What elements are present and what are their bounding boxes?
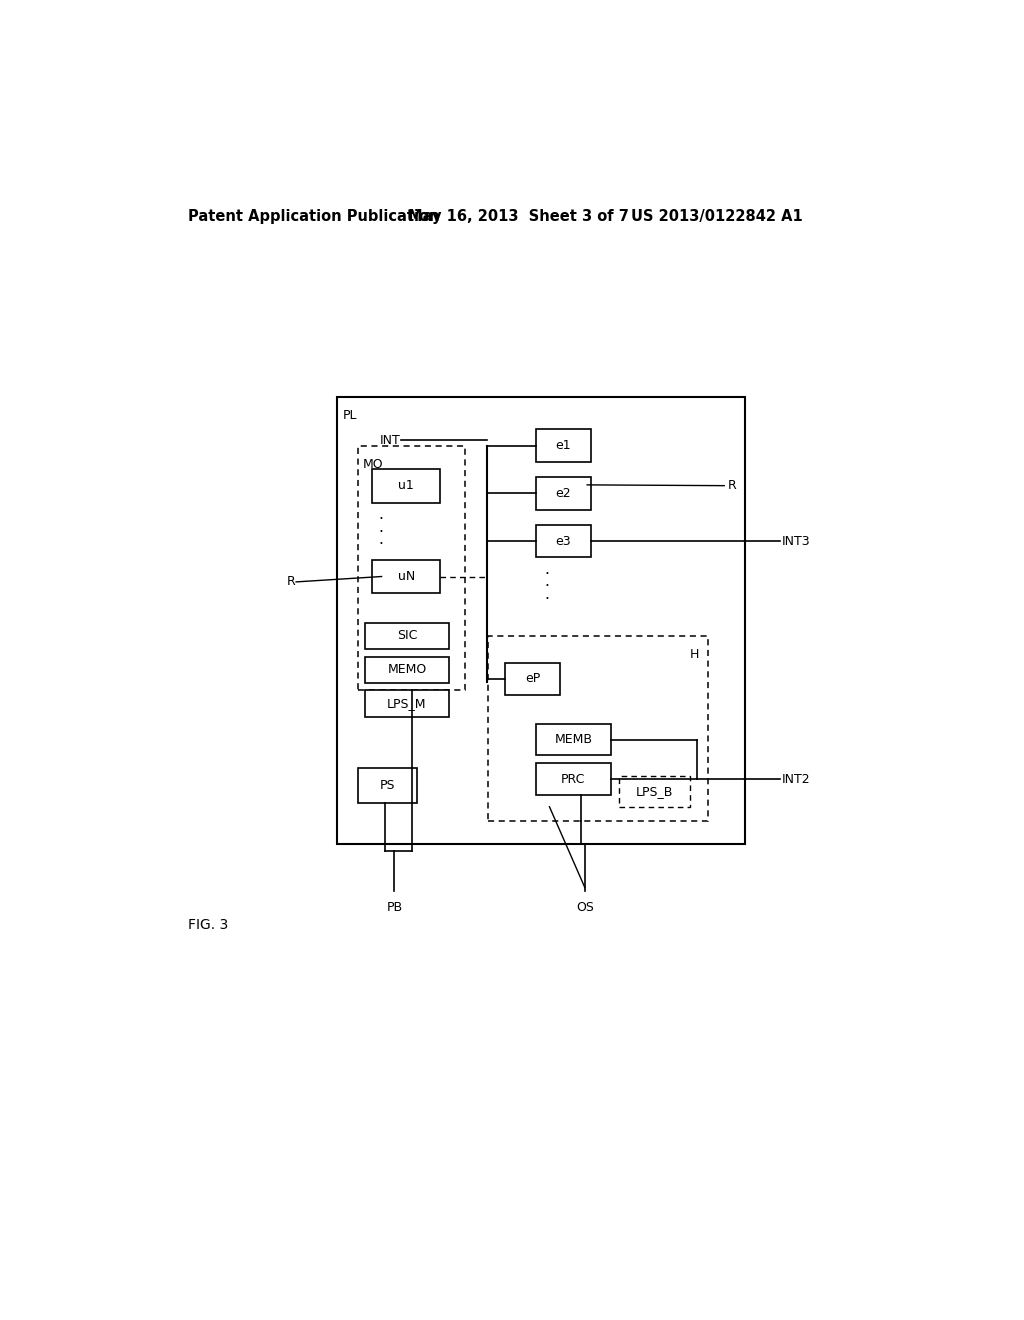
Text: .: . [545, 562, 550, 577]
Text: .: . [545, 574, 550, 590]
Text: MEMO: MEMO [387, 663, 427, 676]
Bar [536, 525, 591, 557]
Text: e2: e2 [555, 487, 571, 500]
Bar [618, 776, 689, 807]
Text: PB: PB [386, 900, 402, 913]
Text: May 16, 2013  Sheet 3 of 7: May 16, 2013 Sheet 3 of 7 [408, 209, 629, 223]
Text: MEMB: MEMB [554, 733, 592, 746]
Text: .: . [545, 586, 550, 602]
Text: uN: uN [397, 570, 415, 583]
Text: INT2: INT2 [782, 772, 811, 785]
Bar [358, 768, 417, 803]
Text: e1: e1 [555, 440, 571, 453]
Text: SIC: SIC [397, 630, 417, 643]
Bar [358, 446, 465, 690]
Text: u1: u1 [398, 479, 414, 492]
Text: INT3: INT3 [782, 535, 811, 548]
Text: e3: e3 [555, 535, 571, 548]
Text: FIG. 3: FIG. 3 [188, 919, 228, 932]
Text: R: R [287, 576, 296, 589]
Bar [373, 469, 440, 503]
Bar [536, 725, 611, 755]
Text: .: . [379, 532, 383, 546]
Bar [536, 429, 591, 462]
Text: US 2013/0122842 A1: US 2013/0122842 A1 [631, 209, 803, 223]
Text: .: . [379, 520, 383, 535]
Text: LPS_B: LPS_B [636, 785, 673, 797]
Bar [337, 397, 745, 843]
Text: H: H [689, 648, 698, 661]
Bar [373, 560, 440, 594]
Bar [536, 477, 591, 510]
Text: OS: OS [575, 900, 594, 913]
Bar [365, 623, 450, 649]
Text: LPS_M: LPS_M [387, 697, 427, 710]
Bar [365, 690, 450, 717]
Text: MO: MO [362, 458, 383, 471]
Text: INT: INT [379, 434, 400, 447]
Bar [505, 663, 560, 696]
Text: Patent Application Publication: Patent Application Publication [188, 209, 440, 223]
Bar [536, 763, 611, 795]
Text: PL: PL [343, 409, 357, 422]
Bar [365, 656, 450, 682]
Text: R: R [727, 479, 736, 492]
Bar [487, 636, 708, 821]
Text: eP: eP [525, 672, 540, 685]
Text: PRC: PRC [561, 772, 586, 785]
Text: PS: PS [380, 779, 395, 792]
Text: .: . [379, 507, 383, 523]
